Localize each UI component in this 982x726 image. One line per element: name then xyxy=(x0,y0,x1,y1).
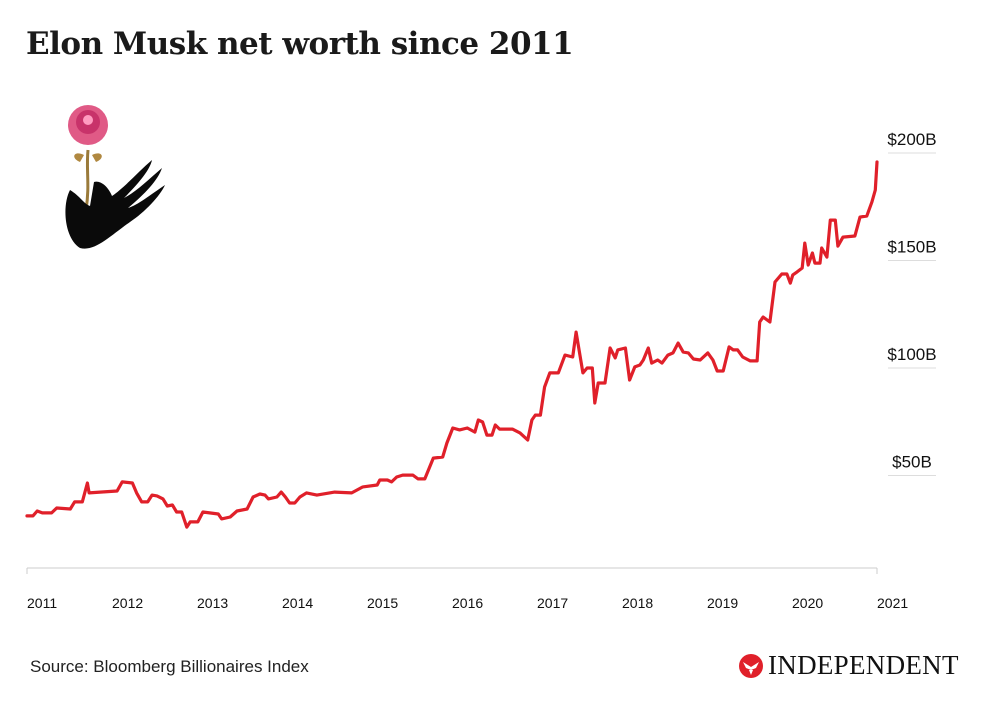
y-tick-label: $200B xyxy=(887,130,936,149)
y-tick-label: $50B xyxy=(892,453,932,472)
x-tick-labels: 2011 2012 2013 2014 2015 2016 2017 2018 2019 2020… xyxy=(27,595,908,611)
x-tick-label: 2011 xyxy=(27,595,57,611)
y-tick-label: $150B xyxy=(887,238,936,257)
x-tick-label: 2019 xyxy=(707,595,738,611)
x-tick-label: 2014 xyxy=(282,595,313,611)
x-tick-label: 2020 xyxy=(792,595,823,611)
x-tick-label: 2017 xyxy=(537,595,568,611)
x-tick-label: 2021 xyxy=(877,595,908,611)
x-tick-label: 2018 xyxy=(622,595,653,611)
eagle-icon xyxy=(739,653,763,678)
source-note: Source: Bloomberg Billionaires Index xyxy=(30,657,309,676)
y-tick-label: $100B xyxy=(887,345,936,364)
rose-hand-illustration xyxy=(65,105,165,249)
x-tick-label: 2012 xyxy=(112,595,143,611)
y-tick-labels: $50B $100B $150B $200B xyxy=(887,130,937,476)
x-tick-label: 2016 xyxy=(452,595,483,611)
brand-name: INDEPENDENT xyxy=(768,650,959,680)
chart-title: Elon Musk net worth since 2011 xyxy=(26,26,574,62)
x-tick-label: 2015 xyxy=(367,595,398,611)
independent-logo: INDEPENDENT xyxy=(738,650,959,681)
net-worth-line xyxy=(25,160,879,529)
x-tick-label: 2013 xyxy=(197,595,228,611)
